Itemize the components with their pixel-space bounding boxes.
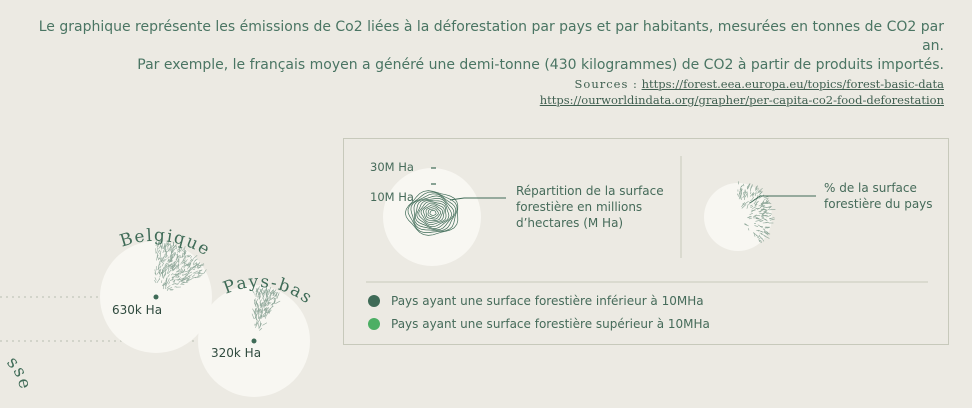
intro-text: Le graphique représente les émissions de… xyxy=(14,18,944,75)
country-label-partial: sse xyxy=(2,353,35,392)
area-label-pays-bas: 320k Ha xyxy=(211,346,261,360)
area-label-belgique: 630k Ha xyxy=(112,303,162,317)
scale-label-30: 30M Ha xyxy=(370,160,414,174)
legend-pct-illustration xyxy=(704,181,816,251)
legend-area-illustration: 30M Ha 10M Ha xyxy=(370,160,506,266)
intro-line-2: Par exemple, le français moyen a généré … xyxy=(137,57,944,73)
bubble-belgique: 630k Ha Belgique xyxy=(100,226,213,353)
point-pays-bas xyxy=(251,338,257,344)
sources: Sources : https://forest.eea.europa.eu/t… xyxy=(540,76,944,108)
hatch-pays-bas xyxy=(251,286,281,331)
area-leader-line xyxy=(449,197,506,201)
legend-dot-light xyxy=(368,318,380,330)
legend-pct-desc: % de la surface forestière du pays xyxy=(824,181,933,211)
hatch-legend xyxy=(737,181,776,243)
legend-category-small: Pays ayant une surface forestière inféri… xyxy=(368,294,704,308)
pct-leader-line xyxy=(749,195,816,204)
source-link-owid[interactable]: https://ourworldindata.org/grapher/per-c… xyxy=(539,93,944,107)
intro-line-1: Le graphique représente les émissions de… xyxy=(38,19,944,54)
hatch-belgique xyxy=(154,239,207,291)
legend-area-desc: Répartition de la surface forestière en … xyxy=(516,184,664,230)
legend-box: Répartition de la surface forestière en … xyxy=(343,138,949,345)
source-link-eea[interactable]: https://forest.eea.europa.eu/topics/fore… xyxy=(641,77,944,91)
scale-label-10: 10M Ha xyxy=(370,190,414,204)
point-belgique xyxy=(153,294,159,300)
legend-dot-dark xyxy=(368,295,380,307)
legend-rings-icon xyxy=(404,190,459,236)
bubble-pays-bas: 320k Ha Pays-bas xyxy=(198,272,315,397)
legend-category-large: Pays ayant une surface forestière supéri… xyxy=(368,317,710,331)
sources-label: Sources : xyxy=(574,77,638,91)
